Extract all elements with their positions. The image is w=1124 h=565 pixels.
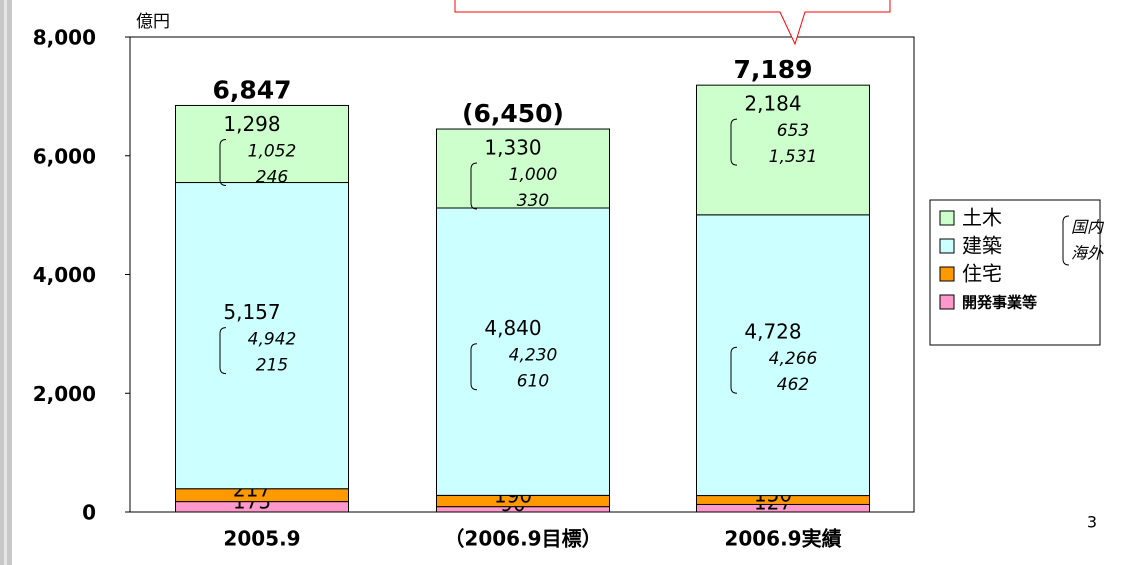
bracket	[730, 118, 738, 166]
breakdown-label: 1,000	[509, 165, 558, 185]
legend-label: 建築	[962, 234, 1002, 258]
breakdown-label: 4,266	[769, 349, 818, 369]
segment-label: 1,330	[484, 136, 541, 160]
total-label: (6,450)	[462, 99, 564, 128]
bar-segment	[436, 128, 610, 209]
page-number: 3	[1087, 513, 1097, 532]
bar-segment	[175, 182, 349, 490]
y-tick-label: 2,000	[33, 382, 96, 406]
segment-label: 5,157	[223, 300, 280, 324]
segment-label: 4,728	[744, 320, 801, 344]
legend-swatch	[939, 266, 955, 282]
bracket	[219, 138, 227, 186]
legend-swatch	[939, 294, 955, 310]
segment-label: 1,298	[223, 112, 280, 136]
breakdown-label: 215	[256, 356, 288, 376]
bar-segment	[436, 207, 610, 496]
segment-label: 4,840	[484, 316, 541, 340]
bracket	[470, 343, 478, 391]
breakdown-label: 1,531	[769, 147, 818, 167]
y-tick-label: 4,000	[33, 263, 96, 287]
x-tick-label: （2006.9目標）	[444, 527, 601, 551]
y-tick-label: 6,000	[33, 144, 96, 168]
legend-box	[929, 199, 1101, 346]
side-stripe-inner	[4, 0, 7, 565]
bracket	[730, 346, 738, 394]
unit-label: 億円	[136, 12, 170, 32]
breakdown-label: 653	[777, 121, 809, 141]
bar-segment	[696, 214, 870, 497]
legend-swatch	[939, 238, 955, 254]
total-label: 6,847	[212, 75, 291, 104]
legend-label: 土木	[962, 206, 1002, 230]
legend-breakdown: 国内	[1071, 218, 1105, 237]
callout	[454, 0, 891, 46]
y-tick-label: 0	[82, 501, 96, 525]
breakdown-label: 4,942	[248, 330, 297, 350]
x-tick-label: 2006.9実績	[724, 527, 841, 551]
bracket	[470, 162, 478, 210]
breakdown-label: 330	[517, 191, 549, 211]
legend-swatch	[939, 210, 955, 226]
bar-segment	[696, 84, 870, 216]
bar-segment	[175, 104, 349, 184]
segment-label: 2,184	[744, 92, 801, 116]
breakdown-label: 4,230	[509, 346, 558, 366]
legend-label: 住宅	[962, 262, 1002, 286]
x-tick-label: 2005.9	[223, 527, 300, 551]
breakdown-label: 1,052	[248, 141, 297, 161]
y-tick-label: 8,000	[33, 26, 96, 50]
bracket	[219, 327, 227, 375]
breakdown-label: 462	[777, 375, 809, 395]
breakdown-label: 246	[256, 167, 289, 187]
breakdown-label: 610	[517, 372, 549, 392]
legend-breakdown: 海外	[1071, 244, 1104, 263]
legend-label: 開発事業等	[962, 294, 1037, 312]
total-label: 7,189	[733, 55, 812, 84]
bracket	[1062, 215, 1070, 266]
